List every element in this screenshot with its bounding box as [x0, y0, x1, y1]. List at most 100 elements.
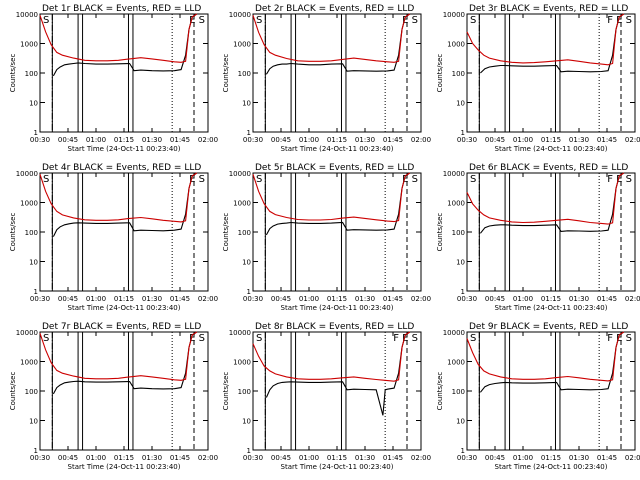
y-tick-label: 10	[29, 100, 38, 108]
plot-frame	[252, 13, 422, 133]
y-tick-label: 1	[247, 447, 251, 455]
x-tick-label: 01:30	[142, 454, 162, 462]
x-axis-label: Start Time (24-Oct-11 00:23:40)	[281, 145, 394, 153]
panel-title: Det 1r BLACK = Events, RED = LLD	[42, 4, 201, 14]
x-tick-label: 02:00	[198, 136, 218, 144]
y-tick-label: 1000	[20, 359, 38, 367]
x-tick-label: 00:30	[243, 454, 263, 462]
x-axis-label: Start Time (24-Oct-11 00:23:40)	[281, 304, 394, 312]
x-tick-label: 01:45	[170, 295, 190, 303]
series-events	[52, 172, 198, 237]
x-tick-label: 00:30	[30, 454, 50, 462]
corner-label-left: S	[43, 174, 49, 185]
series-events	[52, 331, 198, 395]
y-tick-label: 1000	[447, 200, 465, 208]
y-tick-label: 10000	[443, 170, 465, 178]
x-tick-label: 01:15	[541, 136, 561, 144]
corner-label-right: E S	[402, 174, 418, 185]
y-tick-label: 100	[25, 229, 38, 237]
x-tick-label: 01:15	[327, 454, 347, 462]
x-tick-label: 00:30	[30, 136, 50, 144]
x-axis-label: Start Time (24-Oct-11 00:23:40)	[68, 304, 181, 312]
panel-title: Det 6r BLACK = Events, RED = LLD	[469, 163, 628, 173]
panel-title: Det 3r BLACK = Events, RED = LLD	[469, 4, 628, 14]
series-events	[479, 172, 625, 234]
x-tick-label: 02:00	[411, 136, 431, 144]
y-tick-label: 100	[452, 229, 465, 237]
x-tick-label: 01:00	[299, 136, 319, 144]
y-tick-label: 10000	[16, 11, 38, 19]
y-tick-label: 10	[29, 418, 38, 426]
x-tick-label: 00:45	[58, 454, 78, 462]
y-tick-label: 1	[461, 447, 465, 455]
corner-label-right: F E S	[607, 15, 632, 26]
y-axis-label: Counts/sec	[222, 213, 230, 252]
y-tick-label: 10000	[229, 11, 251, 19]
plot-frame	[466, 172, 636, 292]
x-tick-label: 00:45	[485, 295, 505, 303]
y-tick-label: 1	[34, 288, 38, 296]
corner-label-left: S	[470, 15, 476, 26]
x-tick-label: 00:45	[485, 136, 505, 144]
y-tick-label: 1000	[233, 200, 251, 208]
x-tick-label: 01:15	[114, 454, 134, 462]
x-axis-label: Start Time (24-Oct-11 00:23:40)	[495, 463, 608, 471]
corner-label-left: S	[43, 15, 49, 26]
panel-title: Det 7r BLACK = Events, RED = LLD	[42, 322, 201, 332]
y-tick-label: 100	[238, 70, 251, 78]
x-tick-label: 01:15	[327, 136, 347, 144]
series-events	[265, 331, 411, 416]
x-tick-label: 01:30	[142, 295, 162, 303]
y-tick-label: 1000	[447, 359, 465, 367]
y-tick-label: 100	[25, 70, 38, 78]
y-axis-label: Counts/sec	[9, 54, 17, 93]
y-tick-label: 100	[238, 229, 251, 237]
corner-label-right: E S	[189, 15, 205, 26]
series-lld	[252, 13, 411, 63]
panel-title: Det 9r BLACK = Events, RED = LLD	[469, 322, 628, 332]
x-tick-label: 02:00	[198, 295, 218, 303]
series-events	[479, 331, 625, 393]
y-tick-label: 1000	[233, 359, 251, 367]
plot-frame	[252, 172, 422, 292]
x-tick-label: 00:45	[58, 136, 78, 144]
x-tick-label: 01:45	[597, 295, 617, 303]
x-tick-label: 00:45	[271, 295, 291, 303]
series-events	[265, 172, 411, 236]
x-tick-label: 01:00	[299, 295, 319, 303]
series-events	[480, 13, 625, 74]
y-tick-label: 10	[456, 100, 465, 108]
x-tick-label: 01:45	[383, 454, 403, 462]
corner-label-right: E S	[189, 174, 205, 185]
x-tick-label: 02:00	[625, 454, 640, 462]
y-tick-label: 100	[452, 388, 465, 396]
x-tick-label: 01:30	[355, 295, 375, 303]
x-tick-label: 01:00	[513, 454, 533, 462]
x-tick-label: 02:00	[411, 454, 431, 462]
y-tick-label: 10	[29, 259, 38, 267]
panel-title: Det 5r BLACK = Events, RED = LLD	[255, 163, 414, 173]
x-tick-label: 01:30	[569, 295, 589, 303]
corner-label-right: F E S	[393, 333, 418, 344]
y-tick-label: 1	[461, 288, 465, 296]
x-tick-label: 01:00	[86, 136, 106, 144]
y-tick-label: 10	[242, 418, 251, 426]
x-tick-label: 01:45	[597, 454, 617, 462]
y-axis-label: Counts/sec	[9, 213, 17, 252]
x-tick-label: 00:45	[271, 136, 291, 144]
x-tick-label: 01:00	[86, 454, 106, 462]
x-tick-label: 00:30	[243, 136, 263, 144]
x-axis-label: Start Time (24-Oct-11 00:23:40)	[281, 463, 394, 471]
corner-label-left: S	[256, 15, 262, 26]
panel-title: Det 2r BLACK = Events, RED = LLD	[255, 4, 414, 14]
corner-label-left: S	[256, 333, 262, 344]
plot-frame	[466, 331, 636, 451]
y-tick-label: 10	[456, 418, 465, 426]
series-lld	[39, 172, 198, 223]
y-tick-label: 1	[247, 129, 251, 137]
